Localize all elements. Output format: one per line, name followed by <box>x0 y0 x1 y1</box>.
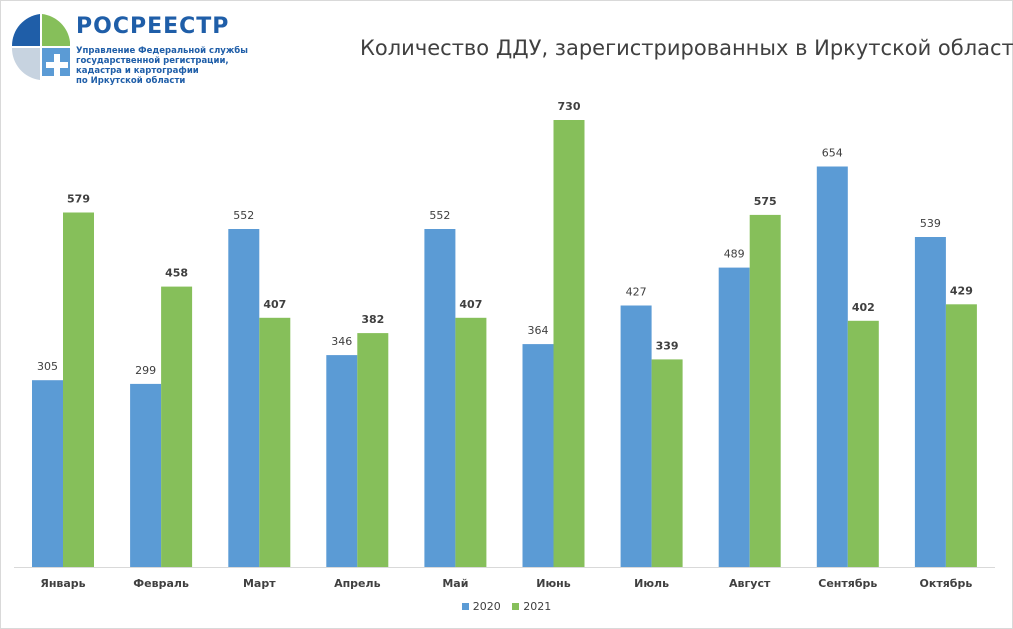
data-label-2020-1: 305 <box>37 360 58 373</box>
data-label-2021-6: 730 <box>558 100 581 113</box>
logo-subtitle-line: кадастра и картографии <box>76 66 199 76</box>
x-tick-label: Октябрь <box>920 577 973 590</box>
bar-2021-2 <box>161 286 193 567</box>
legend-item-2020: 2020 <box>461 600 501 613</box>
data-label-2020-6: 364 <box>528 324 549 337</box>
legend-swatch-2021 <box>512 603 520 610</box>
x-tick-label: Апрель <box>334 577 381 590</box>
bar-2021-5 <box>455 317 487 567</box>
x-tick-label: Май <box>442 577 468 590</box>
x-tick-label: Июль <box>634 577 669 590</box>
bar-2020-4 <box>326 355 358 567</box>
bar-2021-1 <box>63 212 94 567</box>
bar-2020-7 <box>620 305 652 567</box>
rosreestr-emblem-icon <box>11 14 70 80</box>
bar-2020-2 <box>130 383 162 567</box>
bar-2021-4 <box>357 333 389 567</box>
bar-2020-10 <box>914 237 946 567</box>
bar-2021-6 <box>553 120 585 567</box>
logo-subtitle: Управление Федеральной службы государств… <box>76 46 251 86</box>
legend-label-2020: 2020 <box>472 600 501 613</box>
data-label-2020-4: 346 <box>331 335 352 348</box>
bar-2021-3 <box>259 317 291 567</box>
x-tick-label: Февраль <box>133 577 189 590</box>
bar-2020-6 <box>522 344 554 567</box>
data-label-2020-10: 539 <box>920 217 941 230</box>
data-label-2020-7: 427 <box>626 286 647 299</box>
x-tick-label: Сентябрь <box>818 577 877 590</box>
bar-2020-3 <box>228 229 260 567</box>
bar-2021-9 <box>847 320 879 567</box>
bar-2020-1 <box>32 380 63 567</box>
data-label-2021-1: 579 <box>67 193 90 206</box>
x-tick-label: Август <box>729 577 771 590</box>
legend-item-2021: 2021 <box>512 600 551 613</box>
bar-2021-10 <box>945 304 977 567</box>
data-label-2021-9: 402 <box>852 301 875 314</box>
legend-swatch-2020 <box>461 603 469 610</box>
logo-subtitle-line: по Иркутской области <box>76 76 186 86</box>
data-label-2020-2: 299 <box>135 364 156 377</box>
chart-title: Количество ДДУ, зарегистрированных в Ирк… <box>360 36 1013 60</box>
data-label-2020-3: 552 <box>233 209 254 222</box>
bar-2021-8 <box>749 214 781 567</box>
data-label-2021-10: 429 <box>950 284 973 297</box>
legend-label-2021: 2021 <box>523 600 552 613</box>
data-label-2020-5: 552 <box>429 209 450 222</box>
bar-2020-9 <box>816 166 848 567</box>
bar-2021-7 <box>651 359 683 567</box>
rosreestr-logo: РОСРЕЕСТР Управление Федеральной службы … <box>10 12 251 86</box>
bar-2020-8 <box>718 267 750 567</box>
data-label-2020-9: 654 <box>822 147 843 160</box>
data-label-2021-4: 382 <box>361 313 384 326</box>
data-label-2021-5: 407 <box>459 298 482 311</box>
logo-subtitle-line: государственной регистрации, <box>76 56 229 66</box>
data-label-2021-2: 458 <box>165 267 188 280</box>
chart-legend: 2020 2021 <box>0 600 1013 613</box>
data-label-2021-7: 339 <box>656 339 679 352</box>
x-tick-label: Июнь <box>536 577 571 590</box>
data-label-2021-3: 407 <box>263 298 286 311</box>
x-tick-label: Январь <box>40 577 85 590</box>
x-tick-label: Март <box>243 577 276 590</box>
bar-2020-5 <box>424 229 456 567</box>
data-label-2021-8: 575 <box>754 195 777 208</box>
data-label-2020-8: 489 <box>724 248 745 261</box>
logo-name: РОСРЕЕСТР <box>76 14 230 39</box>
logo-subtitle-line: Управление Федеральной службы <box>76 46 248 56</box>
